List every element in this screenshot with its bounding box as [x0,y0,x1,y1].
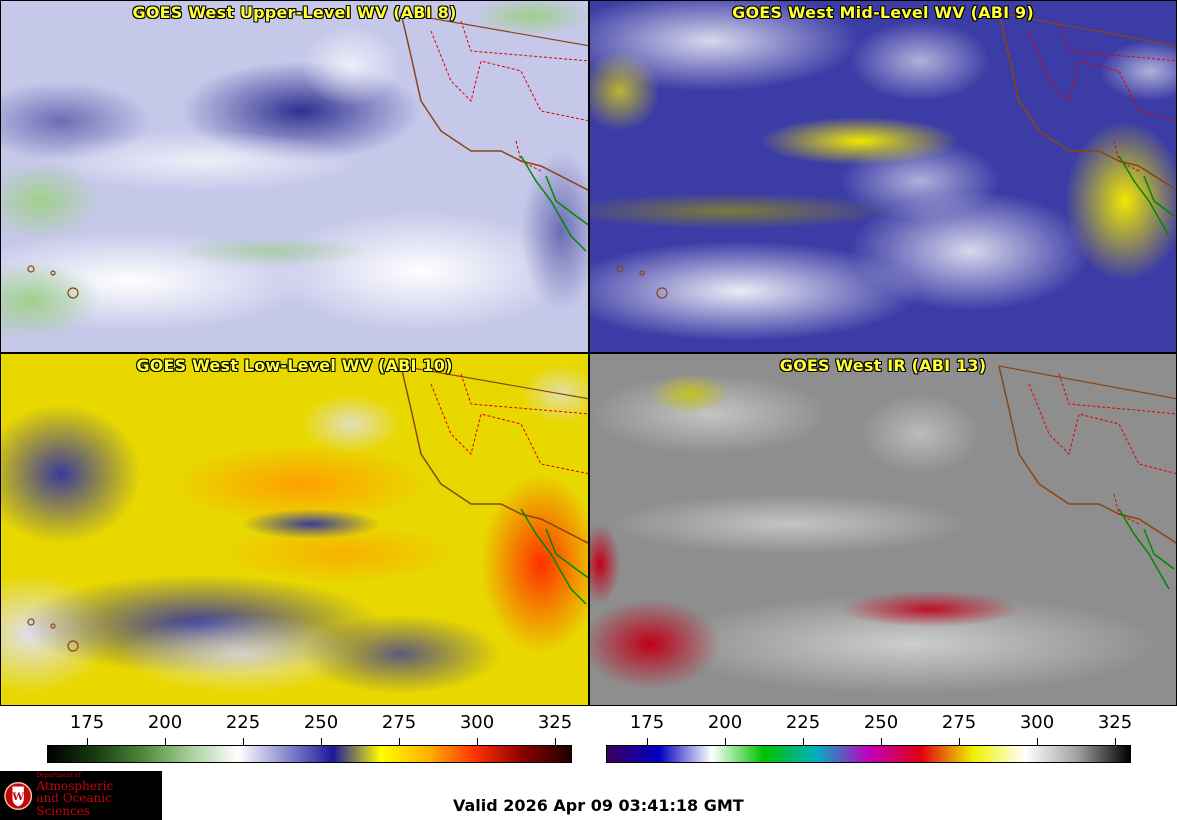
tick-label: 225 [785,712,821,733]
tick-label: 300 [459,712,495,733]
low-level-wv-image [1,364,588,694]
valid-time: Valid 2026 Apr 09 03:41:18 GMT [453,796,744,815]
tick-label: 275 [381,712,417,733]
ir-colorbar [606,745,1131,763]
panel-ir: GOES West IR (ABI 13) [589,353,1177,706]
ir-colorbar-ticks: 175 200 225 250 275 300 325 [0,712,1177,736]
panel-upper-level-wv: GOES West Upper-Level WV (ABI 8) [0,0,589,353]
tick-label: 325 [1097,712,1133,733]
tick-label: 250 [863,712,899,733]
tick-mark [647,738,648,746]
tick-mark [555,738,556,746]
tick-mark [803,738,804,746]
tick-mark [165,738,166,746]
tick-mark [725,738,726,746]
uw-aos-logo[interactable]: W Department of Atmospheric and Oceanic … [0,771,162,820]
svg-text:W: W [11,790,24,802]
logo-dept-name-1: Atmospheric [36,778,114,793]
tick-mark [321,738,322,746]
panel-title: GOES West Upper-Level WV (ABI 8) [132,3,457,22]
logo-dept-label: Department of [36,772,81,780]
panel-mid-level-wv: GOES West Mid-Level WV (ABI 9) [589,0,1177,353]
mid-level-wv-image [590,1,1176,341]
tick-label: 250 [303,712,339,733]
tick-label: 325 [537,712,573,733]
tick-label: 175 [629,712,665,733]
tick-mark [87,738,88,746]
tick-mark [243,738,244,746]
wv-colorbar [47,745,572,763]
logo-text: Department of Atmospheric and Oceanic Sc… [36,772,162,818]
tick-label: 275 [941,712,977,733]
tick-label: 175 [69,712,105,733]
tick-mark [1037,738,1038,746]
upper-level-wv-image [1,1,588,341]
uw-crest-icon: W [4,781,33,810]
logo-dept-name-2: and Oceanic Sciences [36,791,112,818]
tick-mark [399,738,400,746]
wv-colorbar-ticks: 175 200 225 250 275 300 325 [0,712,589,736]
panel-title: GOES West IR (ABI 13) [779,356,987,375]
ir-image [590,365,1176,694]
tick-label: 300 [1019,712,1055,733]
tick-mark [1115,738,1116,746]
panel-title: GOES West Mid-Level WV (ABI 9) [732,3,1034,22]
panel-title: GOES West Low-Level WV (ABI 10) [136,356,453,375]
tick-label: 200 [707,712,743,733]
tick-mark [881,738,882,746]
tick-label: 225 [225,712,261,733]
tick-mark [959,738,960,746]
tick-mark [477,738,478,746]
panel-low-level-wv: GOES West Low-Level WV (ABI 10) [0,353,589,706]
tick-label: 200 [147,712,183,733]
